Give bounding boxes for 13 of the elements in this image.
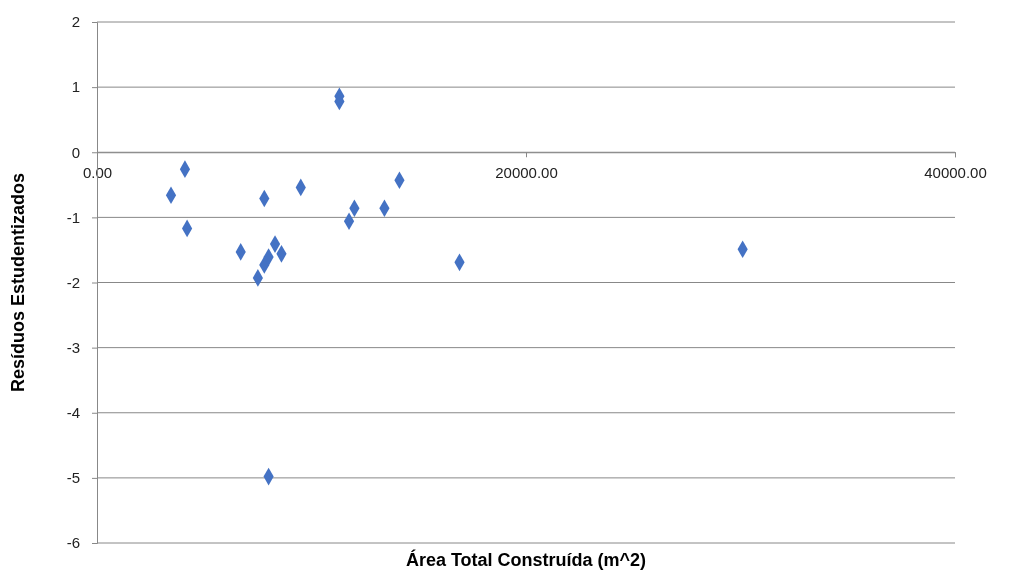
y-tick-label: 0 bbox=[71, 143, 80, 161]
x-axis-title: Área Total Construída (m^2) bbox=[405, 549, 647, 570]
y-tick-label: 1 bbox=[71, 78, 80, 96]
y-tick-label: -3 bbox=[66, 338, 80, 356]
y-tick-label: -5 bbox=[66, 469, 80, 487]
y-tick-label: -6 bbox=[66, 534, 80, 552]
y-tick-label: -1 bbox=[66, 208, 80, 226]
y-tick-label: 2 bbox=[71, 13, 80, 31]
y-tick-label: -4 bbox=[66, 404, 80, 422]
x-tick-label: 40000.00 bbox=[924, 164, 987, 182]
y-axis-title: Resíduos Estudentizados bbox=[8, 172, 28, 393]
x-tick-label: 20000.00 bbox=[495, 164, 558, 182]
y-tick-label: -2 bbox=[66, 273, 80, 291]
